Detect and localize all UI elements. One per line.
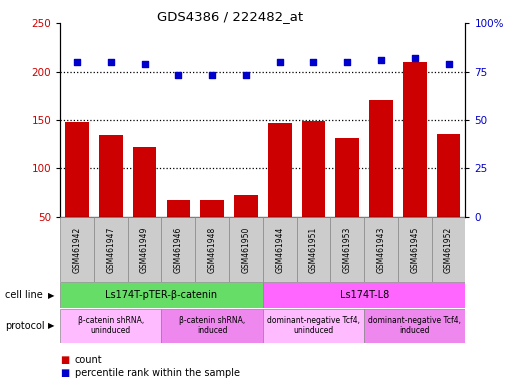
Bar — [335, 138, 359, 265]
Bar — [162, 309, 263, 343]
Text: β-catenin shRNA,
uninduced: β-catenin shRNA, uninduced — [78, 316, 144, 335]
Text: GSM461951: GSM461951 — [309, 227, 318, 273]
Point — [107, 59, 115, 65]
Bar — [364, 309, 465, 343]
Bar — [364, 217, 398, 282]
Point — [174, 72, 183, 78]
Text: ▶: ▶ — [48, 291, 54, 300]
Point — [208, 72, 217, 78]
Point — [309, 59, 317, 65]
Text: percentile rank within the sample: percentile rank within the sample — [75, 368, 240, 378]
Point — [343, 59, 351, 65]
Bar — [166, 200, 190, 265]
Text: β-catenin shRNA,
induced: β-catenin shRNA, induced — [179, 316, 245, 335]
Text: GSM461943: GSM461943 — [377, 227, 385, 273]
Text: count: count — [75, 355, 103, 365]
Bar — [128, 217, 162, 282]
Text: GSM461950: GSM461950 — [242, 227, 251, 273]
Bar — [229, 217, 263, 282]
Bar — [65, 122, 89, 265]
Point — [242, 72, 250, 78]
Bar — [369, 99, 393, 265]
Bar — [234, 195, 258, 265]
Text: GSM461953: GSM461953 — [343, 227, 352, 273]
Text: ■: ■ — [60, 355, 70, 365]
Point — [73, 59, 81, 65]
Bar — [331, 217, 364, 282]
Bar — [398, 217, 431, 282]
Point — [276, 59, 284, 65]
Text: GDS4386 / 222482_at: GDS4386 / 222482_at — [157, 10, 303, 23]
Bar — [60, 217, 94, 282]
Bar — [263, 282, 465, 308]
Bar — [200, 200, 224, 265]
Bar — [60, 282, 263, 308]
Text: GSM461948: GSM461948 — [208, 227, 217, 273]
Text: ▶: ▶ — [48, 321, 54, 330]
Text: GSM461946: GSM461946 — [174, 227, 183, 273]
Bar — [99, 134, 122, 265]
Point — [377, 57, 385, 63]
Bar — [263, 217, 297, 282]
Point — [140, 61, 149, 67]
Bar — [302, 121, 325, 265]
Bar — [263, 309, 364, 343]
Text: GSM461949: GSM461949 — [140, 227, 149, 273]
Text: GSM461944: GSM461944 — [275, 227, 284, 273]
Text: dominant-negative Tcf4,
uninduced: dominant-negative Tcf4, uninduced — [267, 316, 360, 335]
Text: Ls174T-L8: Ls174T-L8 — [339, 290, 389, 300]
Text: Ls174T-pTER-β-catenin: Ls174T-pTER-β-catenin — [106, 290, 218, 300]
Point — [445, 61, 453, 67]
Text: GSM461947: GSM461947 — [106, 227, 115, 273]
Bar — [431, 217, 465, 282]
Bar — [437, 134, 460, 265]
Bar — [94, 217, 128, 282]
Bar — [195, 217, 229, 282]
Bar — [60, 309, 162, 343]
Text: cell line: cell line — [5, 290, 43, 300]
Text: GSM461942: GSM461942 — [73, 227, 82, 273]
Text: dominant-negative Tcf4,
induced: dominant-negative Tcf4, induced — [368, 316, 461, 335]
Bar — [162, 217, 195, 282]
Bar — [268, 123, 291, 265]
Bar — [133, 147, 156, 265]
Text: GSM461952: GSM461952 — [444, 227, 453, 273]
Bar — [297, 217, 331, 282]
Point — [411, 55, 419, 61]
Text: GSM461945: GSM461945 — [411, 227, 419, 273]
Text: protocol: protocol — [5, 321, 45, 331]
Bar — [403, 62, 427, 265]
Text: ■: ■ — [60, 368, 70, 378]
